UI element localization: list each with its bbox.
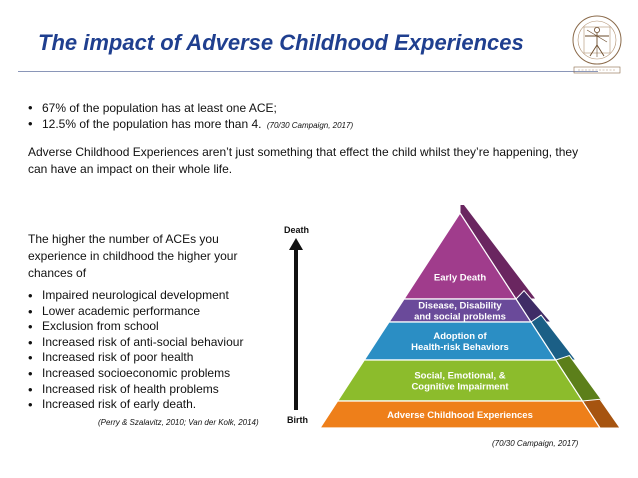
pyramid-level-label: Cognitive Impairment: [411, 382, 509, 393]
list-item: Increased risk of early death.: [28, 397, 243, 413]
list-item: Increased risk of poor health: [28, 350, 243, 366]
summary-paragraph: Adverse Childhood Experiences aren’t jus…: [28, 145, 579, 176]
list-citation: (Perry & Szalavitz, 2010; Van der Kolk, …: [98, 418, 259, 427]
pyramid-level-label: Adoption of: [433, 331, 487, 342]
life-arrow-icon: [289, 238, 303, 410]
pyramid-level-label: and social problems: [414, 312, 506, 323]
pyramid-level-label: Social, Emotional, &: [414, 371, 505, 382]
stat-text: 67% of the population has at least one A…: [42, 101, 277, 115]
list-item: 67% of the population has at least one A…: [28, 100, 353, 116]
pyramid-level: [320, 400, 602, 429]
title-divider: [18, 71, 598, 72]
vitruvian-man-seal-icon: [572, 15, 622, 74]
statistics-list: 67% of the population has at least one A…: [28, 100, 353, 134]
list-item: Increased risk of health problems: [28, 382, 243, 398]
stat-text: 12.5% of the population has more than 4.: [42, 117, 262, 131]
list-item: Lower academic performance: [28, 304, 243, 320]
pyramid-level-label: Adverse Childhood Experiences: [387, 410, 533, 421]
pyramid-citation: (70/30 Campaign, 2017): [492, 439, 579, 448]
list-item: Increased socioeconomic problems: [28, 366, 243, 382]
list-item: 12.5% of the population has more than 4.…: [28, 116, 353, 134]
list-item: Exclusion from school: [28, 319, 243, 335]
axis-label-death: Death: [284, 225, 310, 235]
page-title: The impact of Adverse Childhood Experien…: [38, 30, 524, 55]
stat-citation: (70/30 Campaign, 2017): [266, 121, 354, 130]
list-item: Impaired neurological development: [28, 288, 243, 304]
risk-list: Impaired neurological development Lower …: [28, 288, 243, 413]
pyramid-level-label: Health-risk Behaviors: [411, 342, 509, 353]
pyramid-level-label: Early Death: [434, 273, 486, 284]
list-item: Increased risk of anti-social behaviour: [28, 335, 243, 351]
intro-text: The higher the number of ACEs you experi…: [28, 232, 238, 280]
pyramid-level-label: Disease, Disability: [418, 301, 502, 312]
axis-label-birth: Birth: [287, 415, 308, 425]
